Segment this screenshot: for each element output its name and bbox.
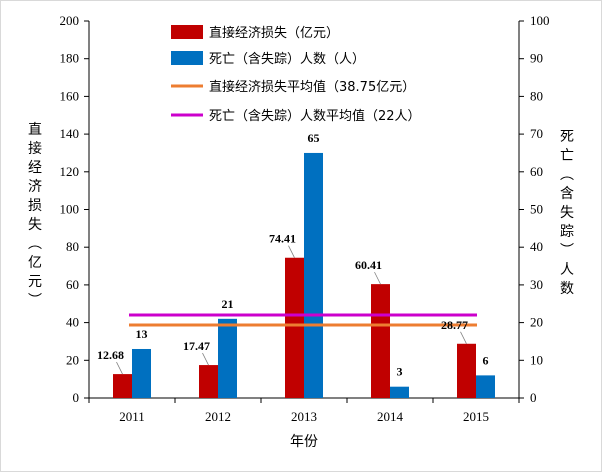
right-tick-label: 40 — [530, 239, 543, 254]
left-tick-label: 60 — [66, 277, 79, 292]
loss-bar — [457, 343, 476, 398]
left-tick-label: 80 — [66, 239, 79, 254]
x-tick-label: 2013 — [291, 409, 317, 424]
left-tick-label: 0 — [73, 390, 80, 405]
legend-label-loss-average: 直接经济损失平均值（38.75亿元） — [209, 79, 415, 95]
loss-label-leader — [116, 361, 123, 375]
left-tick-label: 180 — [60, 51, 80, 66]
loss-bar — [113, 374, 132, 398]
loss-data-label: 74.41 — [269, 232, 296, 246]
loss-bar — [199, 365, 218, 398]
right-tick-label: 100 — [530, 13, 550, 28]
right-tick-label: 0 — [530, 390, 537, 405]
left-tick-label: 20 — [66, 352, 79, 367]
left-tick-label: 40 — [66, 315, 79, 330]
right-axis-title: 死亡︵含失踪︶人数 — [560, 129, 574, 297]
left-tick-label: 200 — [60, 13, 80, 28]
death-bar — [132, 348, 151, 398]
right-tick-label: 60 — [530, 164, 543, 179]
right-tick-label: 20 — [530, 315, 543, 330]
right-tick-label: 80 — [530, 88, 543, 103]
legend-label-death-average: 死亡（含失踪）人数平均值（22人） — [209, 108, 421, 124]
loss-label-leader — [374, 271, 381, 285]
death-bar — [218, 318, 237, 398]
left-tick-label: 120 — [60, 164, 80, 179]
loss-data-label: 28.77 — [441, 318, 468, 332]
death-bar — [304, 152, 323, 398]
loss-data-label: 17.47 — [183, 339, 210, 353]
left-axis-title: 直接经济损失︵亿元︶ — [28, 121, 42, 309]
death-bar — [390, 386, 409, 398]
loss-data-label: 12.68 — [97, 348, 124, 362]
death-data-label: 13 — [136, 327, 148, 341]
legend-swatch-death — [171, 51, 203, 65]
left-tick-label: 100 — [60, 202, 80, 217]
x-tick-label: 2011 — [119, 409, 145, 424]
right-tick-label: 30 — [530, 277, 543, 292]
death-bar — [476, 375, 495, 398]
x-tick-label: 2015 — [463, 409, 489, 424]
death-data-label: 65 — [308, 131, 320, 145]
x-tick-label: 2014 — [377, 409, 404, 424]
loss-label-leader — [202, 352, 209, 366]
loss-label-leader — [460, 331, 467, 344]
right-tick-label: 50 — [530, 202, 543, 217]
loss-bar — [371, 284, 390, 398]
x-axis-title: 年份 — [290, 434, 318, 450]
loss-data-label: 60.41 — [355, 258, 382, 272]
legend-label-loss: 直接经济损失（亿元） — [209, 25, 339, 41]
death-data-label: 3 — [397, 365, 403, 379]
right-tick-label: 10 — [530, 352, 543, 367]
left-tick-label: 140 — [60, 126, 80, 141]
right-tick-label: 70 — [530, 126, 543, 141]
legend-label-death: 死亡（含失踪）人数（人） — [209, 51, 365, 67]
death-data-label: 21 — [222, 297, 234, 311]
x-tick-label: 2012 — [205, 409, 231, 424]
death-data-label: 6 — [483, 353, 489, 367]
right-tick-label: 90 — [530, 51, 543, 66]
loss-label-leader — [288, 245, 295, 258]
loss-bar — [285, 257, 304, 398]
legend-swatch-loss — [171, 25, 203, 39]
left-tick-label: 160 — [60, 88, 80, 103]
